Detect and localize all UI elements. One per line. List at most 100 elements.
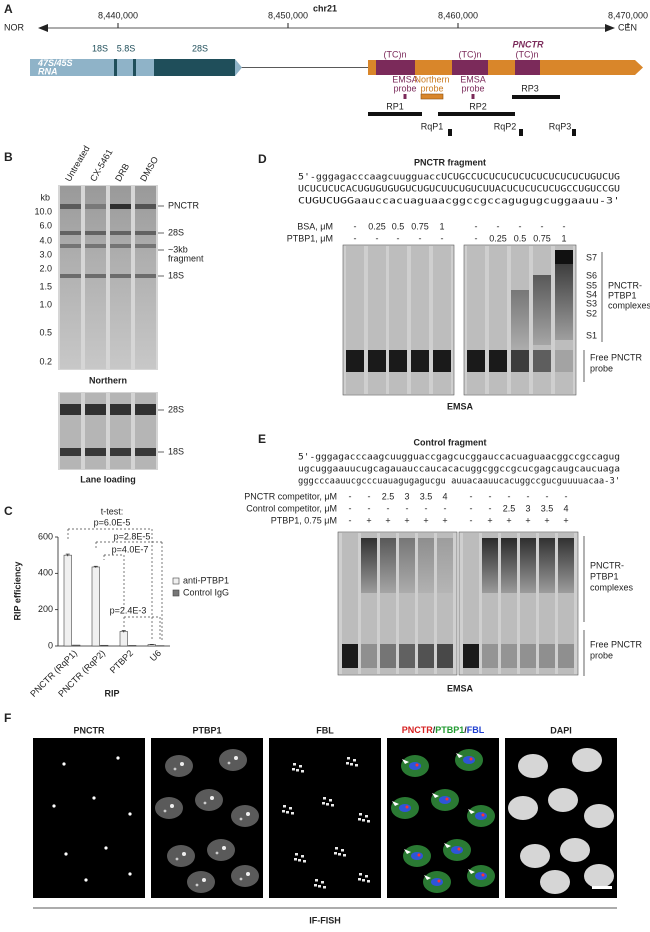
signal [128,872,132,876]
signal [182,852,186,856]
probe-label: probe [461,83,484,93]
nucleolus [359,813,362,816]
ladder-label: 4.0 [39,235,52,245]
rrna-segment [117,59,133,76]
nucleolus [329,799,332,802]
primer-product [438,112,515,116]
nucleolus [409,762,421,770]
ladder-label: 1.5 [39,281,52,291]
lane-value: 1 [561,233,566,243]
nucleolus [367,880,370,883]
complex-smear [399,538,415,593]
pnctr-gene [368,60,635,75]
lane-value: - [425,503,428,513]
nucleolus [350,763,353,766]
segment-label: 5.8S [117,43,136,53]
gel-band [482,644,498,668]
ladder-label: 6.0 [39,220,52,230]
lane-label: DMSO [138,155,160,183]
primer-label: RP3 [521,83,539,93]
gel-band [60,204,81,209]
lane-value: + [544,515,549,525]
lane-value: 4 [442,491,447,501]
primer-label: RP1 [386,101,404,111]
size-unit: kb [40,192,50,202]
nucleus [231,805,259,827]
bracket-label: PTBP1 [590,571,619,581]
panel-title: PNCTR fragment [414,157,486,167]
band-label: PNCTR [168,200,199,210]
gel-band [437,644,453,668]
lane-value: 1 [439,221,444,231]
bracket-label: probe [590,650,613,660]
gel-band [418,644,434,668]
lane-value: - [527,491,530,501]
signal [84,878,88,882]
x-axis-title: RIP [104,688,119,698]
signal [481,873,485,877]
nucleus [518,754,548,778]
lane-value: + [487,515,492,525]
signal [175,857,179,861]
nucleolus [463,756,475,764]
row-label: Control competitor, μM [246,503,337,513]
arrowhead [444,843,451,848]
lane-label: DRB [113,162,131,183]
p-value: p=2.8E-5 [114,531,151,541]
band-label: S5 [586,280,597,290]
nucleolus [318,885,321,888]
gel-band [433,350,451,372]
lane-value: - [349,503,352,513]
nucleolus [303,860,306,863]
signal [239,817,243,821]
lane-value: - [349,491,352,501]
lane-value: 0.5 [514,233,527,243]
bracket-label: Free PNCTR [590,352,643,362]
panel-label: B [4,150,13,164]
channel-part: PNCTR [402,725,433,735]
nucleolus [365,815,368,818]
gel-band [539,644,555,668]
signal [469,757,473,761]
signal [104,846,108,850]
primer-label: RqP3 [549,121,572,131]
lane-value: 3 [404,491,409,501]
nucleolus [365,875,368,878]
nucleolus [282,810,285,813]
band-label: S6 [586,270,597,280]
lane-value: - [541,221,544,231]
qpcr-product [572,129,576,136]
nucleolus [359,873,362,876]
nucleus [167,845,195,867]
ladder-label: 10.0 [34,206,52,216]
rrna-arrow [235,59,242,76]
probe-label: EMSA [460,74,486,84]
gel-band [110,244,131,248]
lane-value: - [368,491,371,501]
lane-value: 2.5 [382,491,395,501]
primer-product [368,112,422,116]
gel-title: Northern [89,375,127,385]
bracket-label: Free PNCTR [590,639,643,649]
lane-value: - [376,233,379,243]
channel-label: PNCTR [74,725,105,735]
lane-value: 2.5 [503,503,516,513]
gel-title: Lane loading [80,474,136,484]
nucleolus [293,763,296,766]
gel-band [85,231,106,235]
sequence: UCUCUCUCACUGUGUGUGUCUGUCUUCUGUCUUACUCUCU… [298,185,620,195]
primer-product [512,95,560,99]
tick-label: 8,460,000 [438,10,478,20]
gel-band [558,644,574,668]
channel-label: PNCTR/PTBP1/FBL [402,725,485,735]
segment-label: 18S [92,43,108,53]
signal [62,762,66,766]
lane-value: - [444,503,447,513]
gene-name: PNCTR [513,39,544,49]
legend-label: anti-PTBP1 [183,575,229,585]
nucleolus [355,764,358,767]
repeat-region [452,60,488,75]
nucleus [584,804,614,828]
channel-part: / [433,725,436,735]
nucleolus [358,878,361,881]
